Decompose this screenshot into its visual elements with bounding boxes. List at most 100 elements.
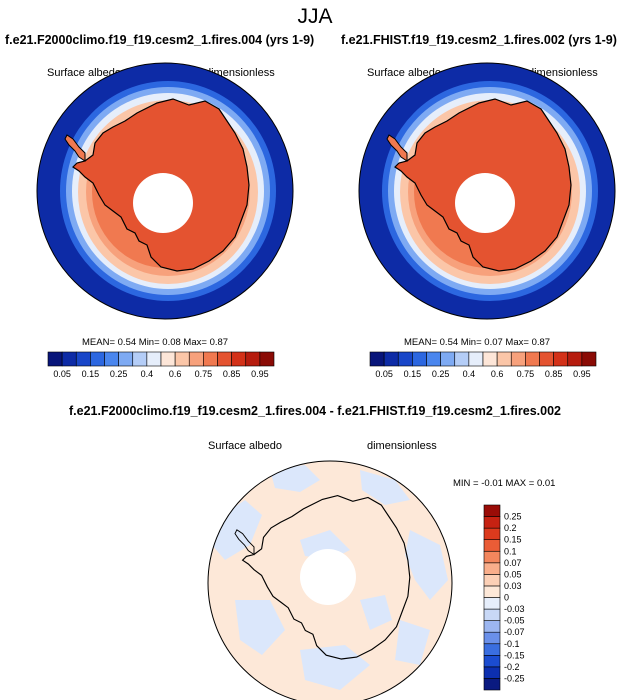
panel-2-colorbar-box — [383, 351, 399, 367]
diff-stats: MIN = -0.01 MAX = 0.01 — [453, 478, 555, 489]
diff-map — [208, 461, 452, 700]
panel-1-colorbar-box — [61, 351, 77, 367]
panel-2-colorbar-tick-label: 0.95 — [573, 369, 591, 379]
panel-1-max-label: Max= — [183, 337, 207, 348]
panel-2-colorbar-box — [412, 351, 427, 367]
panel-1-colorbar-tick-label: 0.05 — [53, 369, 71, 379]
panel-1-units-label: dimensionless — [205, 67, 275, 79]
panel-2-colorbar-box — [539, 351, 554, 367]
panel-2-colorbar-box — [496, 351, 512, 367]
panel-1-polar-hole — [133, 173, 193, 233]
panel-1-colorbar-tick-label: 0.75 — [195, 369, 213, 379]
diff-colorbar-tick-label: -0.07 — [504, 627, 525, 637]
diff-min-label: MIN = — [453, 478, 479, 489]
diff-colorbar-box — [483, 550, 501, 564]
panel-2-colorbar-tick-label: 0.6 — [491, 369, 504, 379]
diff-polar-hole — [300, 549, 356, 605]
panel-2-colorbar-box — [369, 351, 385, 367]
panel-1-colorbar-tick-label: 0.25 — [110, 369, 128, 379]
panel-2-colorbar-box — [482, 351, 498, 367]
diff-colorbar-box — [483, 516, 501, 529]
panel-1-max-value: 0.87 — [209, 337, 229, 348]
panel-1-colorbar-box — [174, 351, 190, 367]
panel-2-min-label: Min= — [460, 337, 482, 348]
diff-colorbar-box — [483, 597, 501, 610]
diff-colorbar-tick-label: 0.07 — [504, 558, 522, 568]
diff-colorbar-box — [483, 574, 501, 587]
panel-2-colorbar-box — [553, 351, 569, 367]
panel-1-variable-label: Surface albedo — [47, 67, 121, 79]
panel-2-title: f.e21.FHIST.f19_f19.cesm2_1.fires.002 (y… — [341, 33, 617, 47]
diff-colorbar-box — [483, 608, 501, 621]
panel-2-max-label: Max= — [505, 337, 529, 348]
panel-1-colorbar-box — [160, 351, 176, 367]
diff-colorbar-tick-label: 0.15 — [504, 535, 522, 545]
panel-1-map — [37, 63, 293, 319]
panel-1-map-border — [36, 62, 294, 320]
diff-colorbar-box — [483, 539, 501, 552]
panel-1-colorbar-box — [188, 351, 204, 367]
panel-2-min-value: 0.07 — [484, 337, 503, 348]
diff-colorbar-box — [483, 643, 501, 656]
panel-2-colorbar-tick-label: 0.75 — [517, 369, 535, 379]
panel-2-map-border — [358, 62, 616, 320]
panel-2-colorbar-box — [426, 351, 441, 367]
diff-colorbar-tick-label: -0.25 — [504, 673, 525, 683]
panel-1-colorbar-box — [203, 351, 218, 367]
panel-1-colorbar-tick-label: 0.6 — [169, 369, 182, 379]
panel-1-mean-label: MEAN= — [82, 337, 115, 348]
panel-1-colorbar-tick-label: 0.15 — [82, 369, 100, 379]
panel-1-colorbar-box — [245, 351, 261, 367]
panel-1-colorbar-box — [90, 351, 105, 367]
panel-1-colorbar-box — [132, 351, 148, 367]
diff-map-border — [207, 460, 453, 700]
panel-2-colorbar-box — [468, 351, 484, 367]
diff-colorbar-box — [483, 620, 501, 633]
panel-2-colorbar-box — [567, 351, 583, 367]
diff-colorbar-box — [483, 666, 501, 679]
diff-colorbar-tick-label: -0.05 — [504, 616, 525, 626]
panel-2-colorbar-box — [397, 351, 413, 367]
diff-max-label: MAX = — [505, 478, 535, 489]
diff-colorbar-box — [483, 585, 501, 598]
diff-colorbar-tick-label: -0.2 — [504, 662, 520, 672]
panel-1-min-label: Min= — [138, 337, 160, 348]
diff-colorbar-box — [483, 631, 501, 645]
panel-2-colorbar-box — [454, 351, 470, 367]
diff-colorbar-tick-label: 0.05 — [504, 569, 522, 579]
diff-colorbar-box — [483, 527, 501, 540]
panel-2-mean-value: 0.54 — [439, 337, 459, 348]
diff-colorbar-tick-label: 0.03 — [504, 581, 522, 591]
panel-1-colorbar-box — [47, 351, 63, 367]
panel-1-colorbar-box — [146, 351, 162, 367]
panel-1-mean-value: 0.54 — [117, 337, 137, 348]
panel-1-title: f.e21.F2000climo.f19_f19.cesm2_1.fires.0… — [5, 33, 315, 47]
panel-2-colorbar-tick-label: 0.4 — [463, 369, 476, 379]
panel-2-stats: MEAN= 0.54 Min= 0.07 Max= 0.87 — [404, 337, 550, 348]
diff-colorbar-tick-label: -0.1 — [504, 639, 520, 649]
diff-variable-label: Surface albedo — [208, 440, 282, 452]
diff-colorbar: 0.250.20.150.10.070.050.030-0.03-0.05-0.… — [483, 504, 525, 691]
panel-1-colorbar-box — [104, 351, 119, 367]
panel-2-colorbar-box — [510, 351, 526, 367]
diff-colorbar-tick-label: 0.25 — [504, 512, 522, 522]
panel-2-colorbar-tick-label: 0.05 — [375, 369, 393, 379]
panel-2-variable-label: Surface albedo — [367, 67, 441, 79]
diff-min-value: -0.01 — [481, 478, 503, 489]
panel-1-colorbar-tick-label: 0.95 — [251, 369, 269, 379]
panel-2-map — [359, 63, 615, 319]
panel-2-colorbar-box — [525, 351, 540, 367]
panel-1-stats: MEAN= 0.54 Min= 0.08 Max= 0.87 — [82, 337, 228, 348]
diff-colorbar-box — [483, 678, 501, 691]
panel-1-colorbar-box — [231, 351, 247, 367]
panel-1-min-value: 0.08 — [162, 337, 181, 348]
diff-colorbar-box — [483, 655, 501, 668]
diff-colorbar-box — [483, 504, 501, 517]
diff-max-value: 0.01 — [536, 478, 556, 489]
panel-2-colorbar-box — [440, 351, 456, 367]
diff-units-label: dimensionless — [367, 440, 437, 452]
panel-1-colorbar-box — [118, 351, 134, 367]
panel-2-polar-hole — [455, 173, 515, 233]
panel-2-max-value: 0.87 — [531, 337, 551, 348]
